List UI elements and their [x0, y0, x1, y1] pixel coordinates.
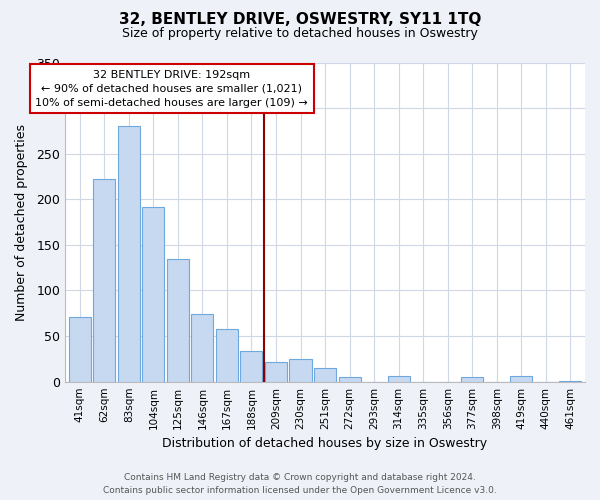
Text: 32 BENTLEY DRIVE: 192sqm
← 90% of detached houses are smaller (1,021)
10% of sem: 32 BENTLEY DRIVE: 192sqm ← 90% of detach…	[35, 70, 308, 108]
Bar	[69, 317, 91, 382]
Bar	[142, 206, 164, 382]
Bar	[510, 376, 532, 382]
Bar	[461, 377, 483, 382]
Text: 32, BENTLEY DRIVE, OSWESTRY, SY11 1TQ: 32, BENTLEY DRIVE, OSWESTRY, SY11 1TQ	[119, 12, 481, 28]
Text: Contains HM Land Registry data © Crown copyright and database right 2024.
Contai: Contains HM Land Registry data © Crown c…	[103, 473, 497, 495]
Bar	[559, 381, 581, 382]
Y-axis label: Number of detached properties: Number of detached properties	[15, 124, 28, 320]
Bar	[216, 329, 238, 382]
Bar	[118, 126, 140, 382]
Bar	[338, 377, 361, 382]
Bar	[314, 368, 336, 382]
Text: Size of property relative to detached houses in Oswestry: Size of property relative to detached ho…	[122, 28, 478, 40]
Bar	[241, 350, 262, 382]
Bar	[289, 359, 311, 382]
Bar	[388, 376, 410, 382]
Bar	[93, 179, 115, 382]
X-axis label: Distribution of detached houses by size in Oswestry: Distribution of detached houses by size …	[163, 437, 488, 450]
Bar	[167, 260, 189, 382]
Bar	[191, 314, 214, 382]
Bar	[265, 362, 287, 382]
